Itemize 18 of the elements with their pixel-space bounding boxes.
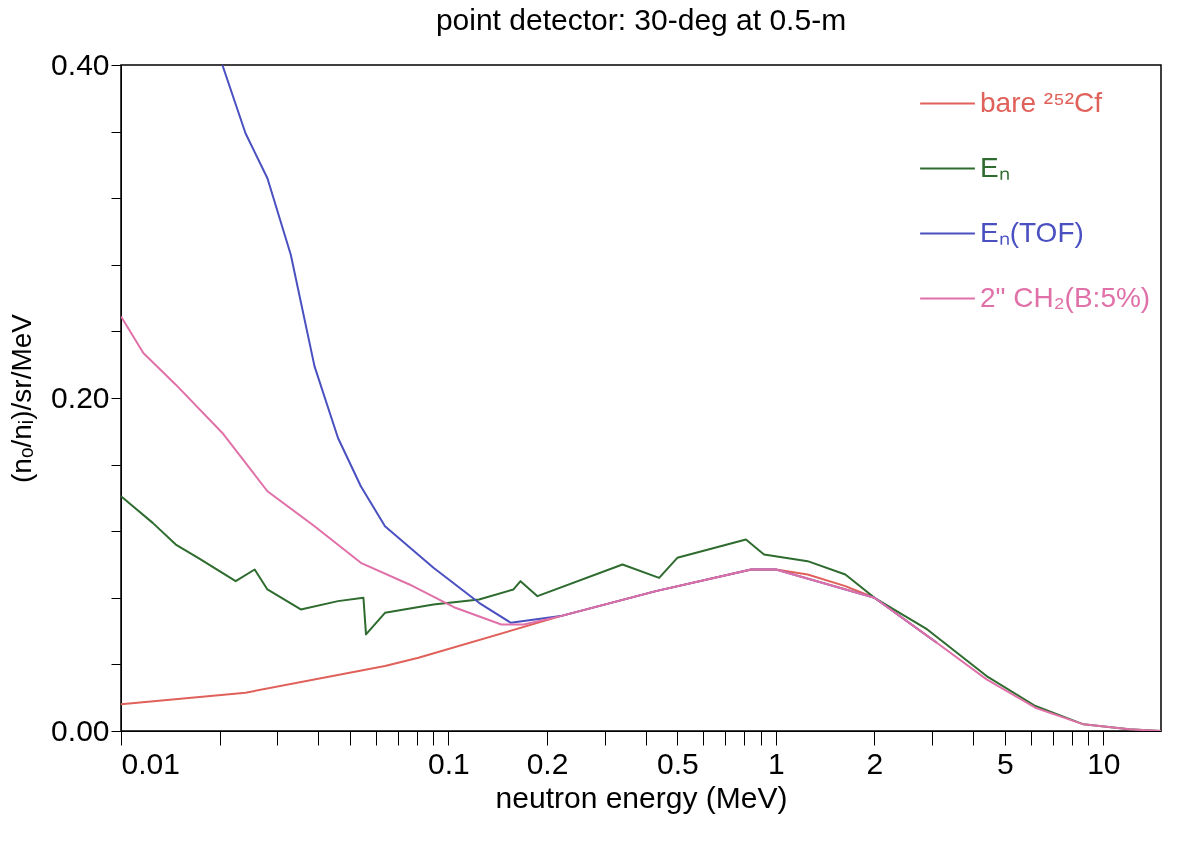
x-tick-label: 0.1 [428, 746, 470, 780]
x-tick-label: 0.01 [121, 746, 180, 780]
y-tick-label: 0.40 [51, 47, 110, 81]
x-tick-label: 5 [996, 746, 1014, 780]
x-tick-label: 0.2 [526, 746, 569, 780]
legend-label: bare ²⁵²Cf [980, 86, 1103, 118]
chart-title: point detector: 30-deg at 0.5-m [435, 3, 847, 36]
legend-label: Eₙ(TOF) [980, 216, 1084, 248]
x-axis-title: neutron energy (MeV) [495, 780, 788, 814]
y-tick-label: 0.20 [51, 380, 110, 414]
legend-label: 2" CH₂(B:5%) [980, 281, 1151, 313]
x-tick-label: 2 [866, 746, 884, 780]
x-tick-label: 1 [768, 746, 785, 780]
legend-label: Eₙ [980, 151, 1010, 183]
y-axis-title: (nₒ/nᵢ)/sr/MeV [6, 313, 38, 483]
x-tick-label: 0.5 [656, 746, 699, 780]
y-tick-label: 0.00 [51, 713, 110, 747]
x-tick-label: 10 [1087, 746, 1121, 780]
